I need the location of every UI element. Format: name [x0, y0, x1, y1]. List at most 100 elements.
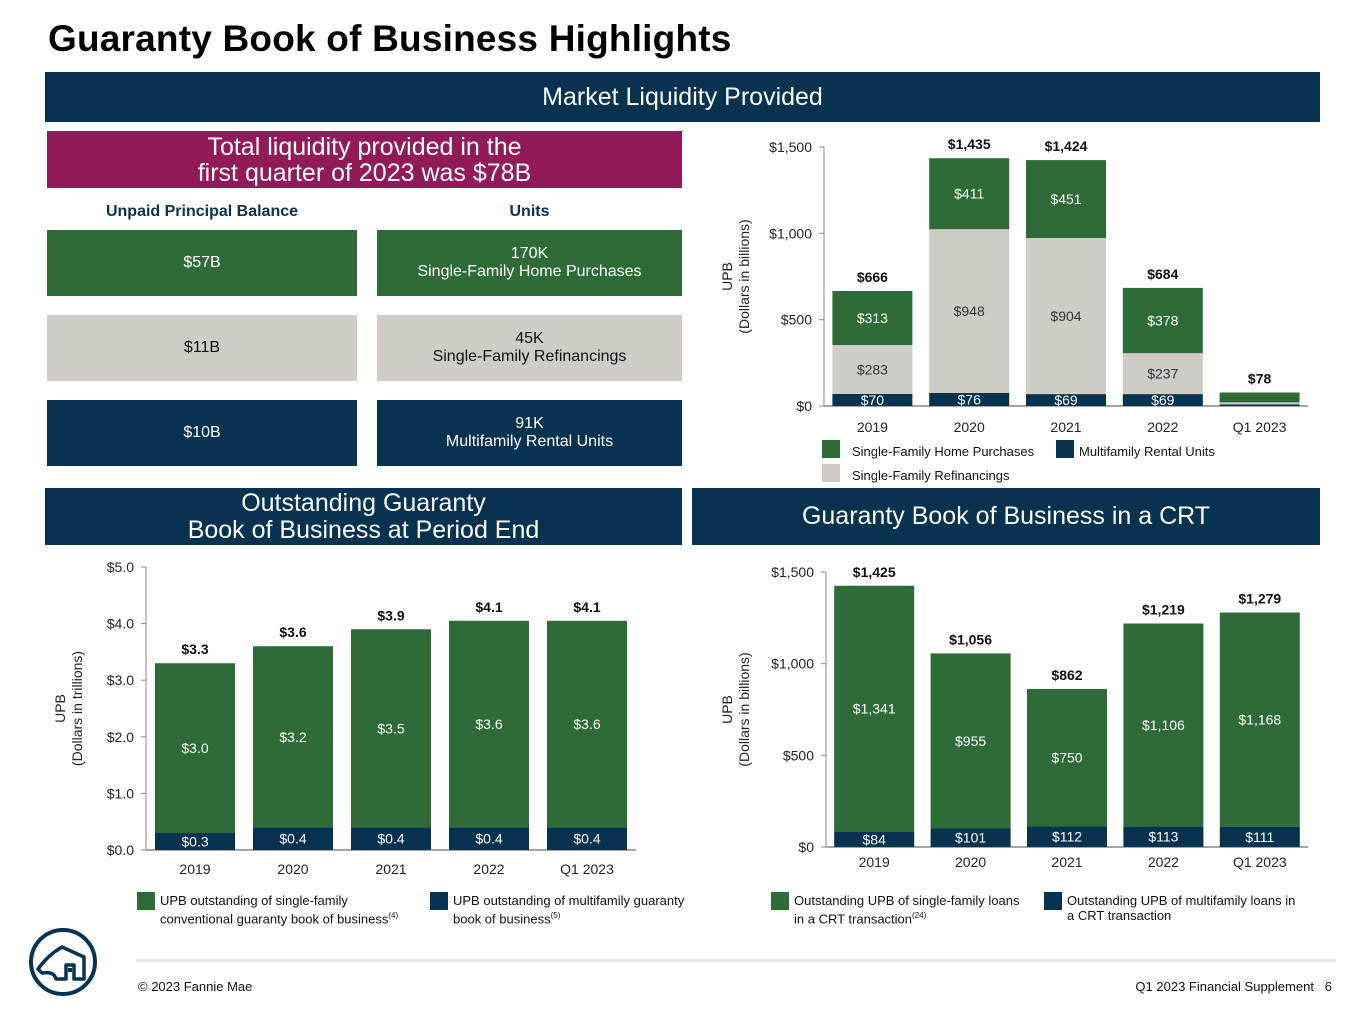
- bar-segment: [155, 663, 235, 834]
- legend-swatch-sf-guaranty: [137, 892, 155, 910]
- legend-swatch-refinancings: [822, 464, 840, 482]
- y-tick-label: $500: [783, 747, 814, 763]
- legend-label-multifamily: Multifamily Rental Units: [1079, 444, 1215, 459]
- data-label: $70: [861, 392, 885, 408]
- data-label: $69: [1151, 392, 1175, 408]
- units-multifamily-box: 91K Multifamily Rental Units: [377, 400, 682, 466]
- upb-home-purchases-box: $57B: [47, 230, 357, 296]
- bar-segment: [1026, 394, 1106, 406]
- total-label: $3.3: [181, 641, 208, 657]
- bar-segment: [547, 620, 627, 828]
- data-label: $112: [1052, 829, 1082, 845]
- data-label: $0.4: [475, 831, 502, 847]
- bar-segment: [1219, 826, 1300, 847]
- upb-refinancings-box: $11B: [47, 315, 357, 381]
- total-label: $1,056: [949, 631, 992, 647]
- total-liquidity-highlight: Total liquidity provided in the first qu…: [47, 131, 682, 188]
- fannie-mae-logo: [29, 928, 97, 996]
- data-label: $0.4: [573, 831, 600, 847]
- footer-page-label: Q1 2023 Financial Supplement 6: [1135, 979, 1332, 994]
- total-label: $3.9: [377, 607, 404, 623]
- data-label: $1,341: [853, 701, 896, 717]
- y-tick-label: $0.0: [107, 842, 134, 858]
- x-tick-label: Q1 2023: [1233, 854, 1287, 870]
- y-tick-label: $2.0: [107, 729, 134, 745]
- x-tick-label: Q1 2023: [1233, 419, 1287, 435]
- legend-swatch-mf-crt: [1044, 892, 1062, 910]
- bar-segment: [929, 229, 1010, 393]
- x-tick-label: 2022: [1147, 419, 1178, 435]
- legend-label-mf-guaranty: UPB outstanding of multifamily guaranty …: [453, 893, 685, 927]
- legend-swatch-mf-guaranty: [430, 892, 448, 910]
- y-axis-title-line: UPB: [719, 695, 735, 724]
- data-label: $0.3: [181, 834, 208, 850]
- y-tick-label: $1,500: [769, 139, 812, 155]
- total-label: $4.1: [475, 599, 502, 615]
- data-label: $3.0: [181, 740, 208, 756]
- legend-label-sf-guaranty: UPB outstanding of single-family convent…: [160, 893, 399, 927]
- data-label: $411: [954, 186, 984, 202]
- data-label: $750: [1051, 750, 1082, 766]
- data-label: $3.2: [279, 729, 306, 745]
- x-tick-label: 2019: [179, 861, 210, 877]
- data-label: $0.4: [279, 831, 306, 847]
- x-tick-label: 2020: [277, 861, 308, 877]
- upb-column-header: Unpaid Principal Balance: [105, 203, 299, 220]
- legend-swatch-home-purchases: [822, 440, 840, 458]
- total-label: $862: [1051, 667, 1082, 683]
- data-label: $955: [955, 733, 986, 749]
- crt-chart: $0 $500 $1,000 $1,500 UPB (Dollars in billion…: [719, 564, 1308, 870]
- x-tick-label: 2022: [473, 861, 504, 877]
- data-label: $237: [1147, 366, 1178, 382]
- y-axis-title-line: UPB: [719, 262, 735, 291]
- total-label: $4.1: [573, 599, 600, 615]
- liquidity-chart: $0 $500 $1,000 $1,500 UPB (Dollars in billion…: [719, 136, 1308, 435]
- data-label: $3.6: [573, 716, 600, 732]
- bar-segment: [155, 833, 235, 850]
- bar-segment: [930, 828, 1011, 847]
- outstanding-chart: $0.0 $1.0 $2.0 $3.0 $4.0 $5.0 UPB (Dollars in t…: [52, 559, 636, 877]
- x-tick-label: 2020: [955, 854, 986, 870]
- data-label: $113: [1148, 829, 1178, 845]
- data-label: $76: [958, 391, 982, 407]
- x-tick-label: 2021: [1051, 854, 1082, 870]
- data-label: $948: [954, 303, 985, 319]
- data-label: $378: [1147, 313, 1178, 329]
- data-label: $0.4: [377, 831, 404, 847]
- legend-label-refinancings: Single-Family Refinancings: [852, 468, 1010, 483]
- x-tick-label: Q1 2023: [560, 861, 614, 877]
- data-label: $904: [1050, 308, 1081, 324]
- y-axis-title-line: (Dollars in billions): [736, 219, 752, 333]
- bar-segment: [1123, 623, 1204, 827]
- y-tick-label: $3.0: [107, 672, 134, 688]
- footer-copyright: © 2023 Fannie Mae: [138, 979, 253, 994]
- y-tick-label: $500: [781, 312, 812, 328]
- data-label: $3.6: [475, 716, 502, 732]
- bar-segment: [929, 392, 1010, 406]
- data-label: $111: [1245, 829, 1274, 845]
- bar-segment: [834, 585, 915, 832]
- x-tick-label: 2022: [1148, 854, 1179, 870]
- upb-multifamily-box: $10B: [47, 400, 357, 466]
- bar-segment: [1219, 612, 1300, 827]
- legend-label-home-purchases: Single-Family Home Purchases: [852, 444, 1035, 459]
- y-tick-label: $1,000: [771, 656, 814, 672]
- total-label: $1,279: [1238, 591, 1281, 607]
- bar-segment: [1122, 287, 1203, 354]
- data-label: $84: [863, 831, 887, 847]
- y-tick-label: $0: [796, 398, 812, 414]
- y-tick-label: $1,000: [769, 225, 812, 241]
- data-label: $313: [857, 310, 888, 326]
- bar-segment: [1219, 404, 1300, 406]
- total-label: $684: [1147, 266, 1178, 282]
- bar-segment: [929, 158, 1010, 230]
- bar-segment: [832, 393, 913, 406]
- outstanding-banner: Outstanding Guaranty Book of Business at…: [45, 488, 682, 545]
- y-tick-label: $0: [798, 839, 814, 855]
- y-tick-label: $1.0: [107, 785, 134, 801]
- bar-segment: [1027, 688, 1107, 827]
- bar-segment: [1122, 353, 1203, 395]
- total-label: $1,435: [948, 136, 991, 152]
- bar-segment: [1219, 402, 1300, 405]
- total-label: $1,424: [1045, 138, 1088, 154]
